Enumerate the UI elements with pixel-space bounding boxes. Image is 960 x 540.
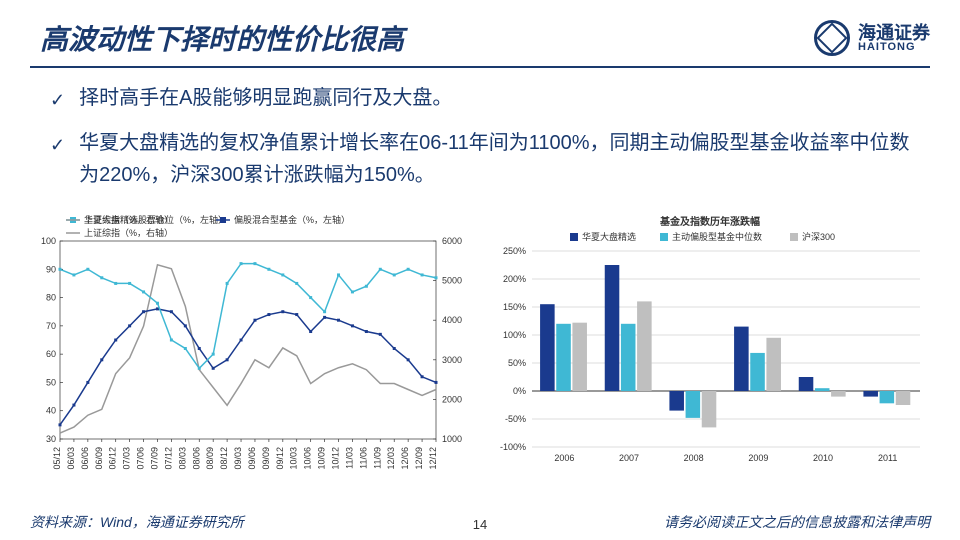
bullet-list: ✓ 择时高手在A股能够明显跑赢同行及大盘。 ✓ 华夏大盘精选的复权净值累计增长率… [0, 68, 960, 213]
svg-text:上证综指（%，右轴）: 上证综指（%，右轴） [84, 227, 173, 238]
svg-text:200%: 200% [503, 274, 526, 284]
check-icon: ✓ [50, 86, 65, 115]
svg-text:10/06: 10/06 [303, 447, 313, 470]
bullet-text: 择时高手在A股能够明显跑赢同行及大盘。 [79, 82, 452, 114]
svg-text:5000: 5000 [442, 275, 462, 285]
svg-text:90: 90 [46, 264, 56, 274]
svg-text:09/09: 09/09 [261, 447, 271, 470]
svg-text:2006: 2006 [554, 453, 574, 463]
svg-text:0%: 0% [513, 386, 526, 396]
line-chart: 华夏大盘精选股票仓位（%，左轴）偏股混合型基金（%，左轴）上证综指（%，右轴）上… [30, 213, 470, 473]
bullet-item: ✓ 择时高手在A股能够明显跑赢同行及大盘。 [50, 82, 920, 115]
svg-text:08/12: 08/12 [219, 447, 229, 470]
bullet-text: 华夏大盘精选的复权净值累计增长率在06-11年间为1100%，同期主动偏股型基金… [79, 127, 920, 191]
header: 高波动性下择时的性价比很高 海通证券 HAITONG [0, 0, 960, 66]
check-icon: ✓ [50, 131, 65, 160]
svg-text:80: 80 [46, 292, 56, 302]
svg-text:-50%: -50% [505, 414, 526, 424]
svg-text:07/09: 07/09 [149, 447, 159, 470]
svg-text:2007: 2007 [619, 453, 639, 463]
svg-text:06/12: 06/12 [108, 447, 118, 470]
svg-text:50: 50 [46, 377, 56, 387]
svg-text:40: 40 [46, 406, 56, 416]
svg-text:07/06: 07/06 [136, 447, 146, 470]
svg-text:基金及指数历年涨跌幅: 基金及指数历年涨跌幅 [659, 215, 760, 228]
page-title: 高波动性下择时的性价比很高 [40, 18, 404, 58]
svg-text:4000: 4000 [442, 315, 462, 325]
svg-text:100%: 100% [503, 330, 526, 340]
svg-text:250%: 250% [503, 246, 526, 256]
svg-text:华夏大盘精选: 华夏大盘精选 [582, 231, 636, 242]
svg-text:30: 30 [46, 434, 56, 444]
svg-text:上证综指（%，右轴）: 上证综指（%，右轴） [84, 214, 173, 225]
bar-chart: 基金及指数历年涨跌幅华夏大盘精选 主动偏股型基金中位数 沪深300 -100% -50%… [490, 213, 930, 473]
svg-text:07/03: 07/03 [122, 447, 132, 470]
svg-text:09/03: 09/03 [233, 447, 243, 470]
svg-text:12/06: 12/06 [400, 447, 410, 470]
svg-text:2008: 2008 [684, 453, 704, 463]
svg-text:06/03: 06/03 [66, 447, 76, 470]
svg-text:10/09: 10/09 [317, 447, 327, 470]
svg-text:09/12: 09/12 [275, 447, 285, 470]
svg-text:11/06: 11/06 [358, 447, 368, 469]
svg-text:-100%: -100% [500, 442, 526, 452]
svg-text:150%: 150% [503, 302, 526, 312]
svg-text:6000: 6000 [442, 236, 462, 246]
svg-text:09/06: 09/06 [247, 447, 257, 470]
svg-text:2010: 2010 [813, 453, 833, 463]
svg-text:11/09: 11/09 [372, 447, 382, 469]
svg-text:12/12: 12/12 [428, 447, 438, 470]
svg-text:10/12: 10/12 [331, 447, 341, 470]
charts-row: 华夏大盘精选股票仓位（%，左轴）偏股混合型基金（%，左轴）上证综指（%，右轴）上… [0, 213, 960, 473]
svg-text:12/09: 12/09 [414, 447, 424, 470]
svg-text:08/06: 08/06 [191, 447, 201, 470]
logo-en: HAITONG [858, 42, 930, 53]
svg-text:08/09: 08/09 [205, 447, 215, 470]
svg-text:100: 100 [41, 236, 56, 246]
svg-text:2000: 2000 [442, 394, 462, 404]
svg-text:主动偏股型基金中位数: 主动偏股型基金中位数 [672, 231, 762, 242]
svg-text:70: 70 [46, 321, 56, 331]
svg-text:07/12: 07/12 [163, 447, 173, 470]
logo-cn: 海通证券 [858, 24, 930, 42]
logo-icon [814, 20, 850, 56]
svg-text:60: 60 [46, 349, 56, 359]
svg-text:1000: 1000 [442, 434, 462, 444]
svg-text:11/03: 11/03 [344, 447, 354, 469]
bullet-item: ✓ 华夏大盘精选的复权净值累计增长率在06-11年间为1100%，同期主动偏股型… [50, 127, 920, 191]
footer-disclaimer: 请务必阅读正文之后的信息披露和法律声明 [664, 512, 930, 532]
svg-text:3000: 3000 [442, 355, 462, 365]
svg-text:10/03: 10/03 [289, 447, 299, 470]
svg-text:06/09: 06/09 [94, 447, 104, 470]
svg-text:沪深300: 沪深300 [802, 231, 835, 242]
page-number: 14 [473, 517, 487, 532]
svg-text:2009: 2009 [748, 453, 768, 463]
svg-text:偏股混合型基金（%，左轴）: 偏股混合型基金（%，左轴） [234, 214, 350, 225]
svg-text:05/12: 05/12 [52, 447, 62, 470]
svg-text:08/03: 08/03 [177, 447, 187, 470]
logo: 海通证券 HAITONG [814, 20, 930, 56]
svg-text:50%: 50% [508, 358, 526, 368]
svg-text:06/06: 06/06 [80, 447, 90, 470]
footer-source: 资料来源：Wind，海通证券研究所 [30, 512, 244, 532]
svg-text:2011: 2011 [878, 453, 897, 463]
svg-text:12/03: 12/03 [386, 447, 396, 470]
